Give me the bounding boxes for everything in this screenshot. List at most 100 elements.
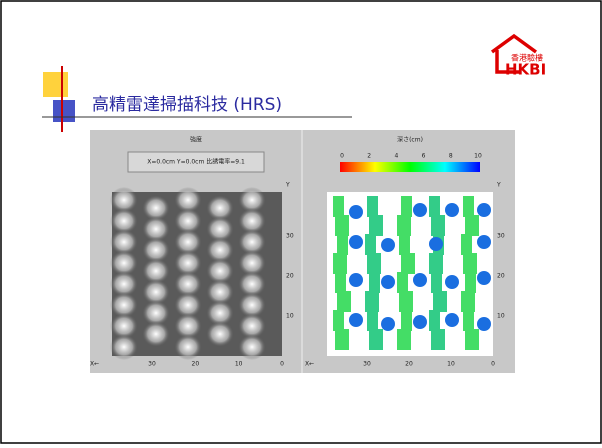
depth-stripe xyxy=(369,272,380,293)
intensity-blob xyxy=(142,321,170,347)
scale-tick-label: 2 xyxy=(367,153,371,160)
intensity-blob xyxy=(142,258,170,284)
depth-stripe xyxy=(335,329,349,350)
x-tick-label: 30 xyxy=(363,361,371,368)
depth-blob xyxy=(445,203,459,217)
intensity-blob xyxy=(110,229,138,255)
y-tick-label: 20 xyxy=(497,273,505,280)
y-tick-label: 30 xyxy=(286,233,294,240)
depth-stripe xyxy=(333,253,347,274)
intensity-blob xyxy=(238,229,266,255)
intensity-blob xyxy=(206,195,234,221)
intensity-blob xyxy=(142,216,170,242)
intensity-blob xyxy=(206,279,234,305)
depth-stripe xyxy=(433,291,447,312)
x-tick-label: 10 xyxy=(447,361,455,368)
depth-stripe xyxy=(463,310,474,331)
intensity-blob xyxy=(110,334,138,360)
panel-title: 強度 xyxy=(190,136,202,144)
scale-tick-label: 4 xyxy=(394,153,398,160)
intensity-blob xyxy=(174,313,202,339)
depth-stripe xyxy=(335,272,346,293)
depth-stripe xyxy=(369,329,383,350)
intensity-blob xyxy=(238,313,266,339)
y-tick-label: 10 xyxy=(497,313,505,320)
intensity-blob xyxy=(110,271,138,297)
depth-blob xyxy=(413,203,427,217)
depth-stripe xyxy=(461,291,475,312)
intensity-blob xyxy=(174,229,202,255)
intensity-blob xyxy=(142,237,170,263)
depth-stripe xyxy=(367,310,378,331)
intensity-blob xyxy=(206,216,234,242)
depth-stripe xyxy=(401,253,415,274)
depth-stripe xyxy=(365,234,376,255)
deco-square xyxy=(53,100,75,122)
depth-stripe xyxy=(397,329,411,350)
intensity-blob xyxy=(238,271,266,297)
depth-blob xyxy=(445,275,459,289)
scale-tick-label: 0 xyxy=(340,153,344,160)
logo-roof xyxy=(490,33,538,54)
intensity-blob xyxy=(206,321,234,347)
intensity-blob xyxy=(174,292,202,318)
intensity-blob xyxy=(206,258,234,284)
depth-stripe xyxy=(463,253,477,274)
logo: 香港驗樓 HKBI xyxy=(490,33,546,79)
depth-blob xyxy=(349,205,363,219)
depth-stripe xyxy=(399,234,410,255)
depth-stripe xyxy=(333,196,344,217)
depth-stripe xyxy=(337,291,351,312)
deco-square xyxy=(43,72,68,97)
intensity-blob xyxy=(238,334,266,360)
intensity-blob xyxy=(110,187,138,213)
x-tick-label: 0 xyxy=(491,361,495,368)
y-axis-label: Y xyxy=(285,182,290,189)
depth-stripe xyxy=(365,291,379,312)
depth-blob xyxy=(477,203,491,217)
intensity-blob xyxy=(110,250,138,276)
depth-stripe xyxy=(401,196,412,217)
depth-blob xyxy=(477,235,491,249)
depth-stripe xyxy=(429,196,440,217)
slide-title: 高精雷達掃描科技 (HRS) xyxy=(92,95,282,115)
depth-stripe xyxy=(401,310,412,331)
intensity-blob xyxy=(174,250,202,276)
depth-stripe xyxy=(429,253,443,274)
depth-blob xyxy=(477,271,491,285)
panel-title: 深さ(cm) xyxy=(397,136,423,144)
x-tick-label: 0 xyxy=(280,361,284,368)
depth-stripe xyxy=(397,215,411,236)
scale-tick-label: 10 xyxy=(474,153,482,160)
depth-stripe xyxy=(335,215,349,236)
depth-stripe xyxy=(399,291,413,312)
depth-blob xyxy=(381,275,395,289)
depth-stripe xyxy=(431,272,442,293)
intensity-blob xyxy=(142,300,170,326)
intensity-blob xyxy=(110,208,138,234)
logo-wall xyxy=(495,50,520,74)
scale-tick-label: 8 xyxy=(449,153,453,160)
intensity-blob xyxy=(142,195,170,221)
x-tick-label: 10 xyxy=(235,361,243,368)
depth-stripe xyxy=(431,215,445,236)
depth-blob xyxy=(429,237,443,251)
depth-blob xyxy=(349,273,363,287)
depth-stripe xyxy=(461,234,472,255)
depth-blob xyxy=(381,317,395,331)
x-axis-label: X← xyxy=(305,361,314,368)
depth-stripe xyxy=(429,310,440,331)
intensity-blob xyxy=(174,334,202,360)
logo-zh: 香港驗樓 xyxy=(511,53,543,63)
colorbar xyxy=(340,162,480,172)
depth-stripe xyxy=(367,253,381,274)
intensity-blob xyxy=(238,187,266,213)
logo-en: HKBI xyxy=(505,61,546,79)
info-box xyxy=(127,151,265,173)
depth-blob xyxy=(349,313,363,327)
depth-stripe xyxy=(465,272,476,293)
intensity-blob xyxy=(238,292,266,318)
depth-stripe xyxy=(369,215,383,236)
depth-stripe xyxy=(465,215,479,236)
